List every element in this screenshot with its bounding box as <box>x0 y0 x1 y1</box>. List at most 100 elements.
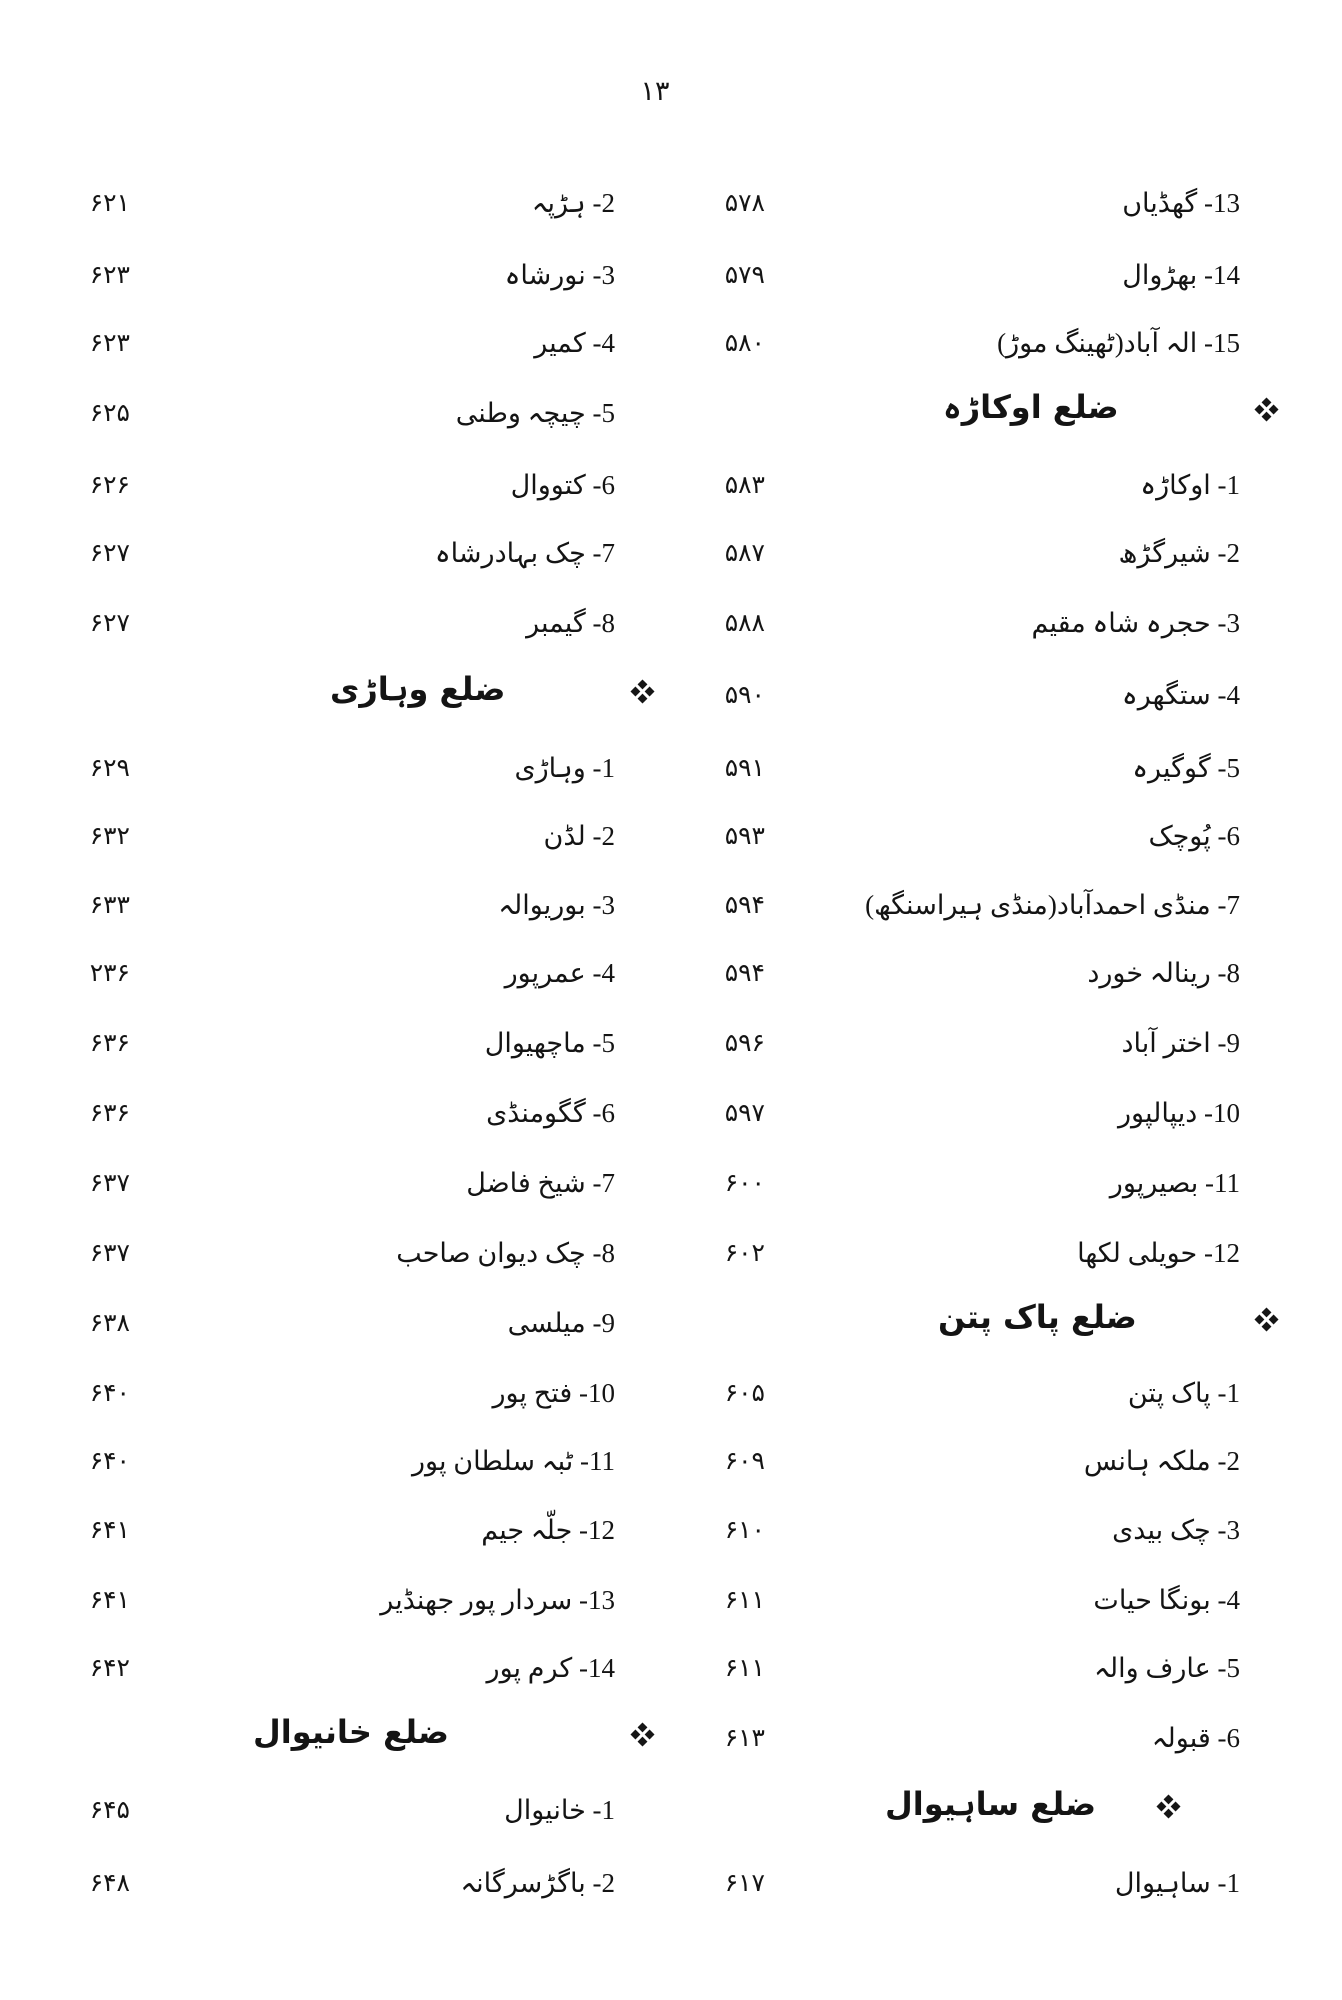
left-page-number: ۶۳۷ <box>89 1168 130 1197</box>
table-row: ۶۲۷ 8- گیمبر ۵۸۸ 3- حجرہ شاہ مقیم <box>0 595 1342 659</box>
left-entry: 6- کتووال <box>510 470 615 500</box>
table-row: ۲۳۶ 4- عمرپور ۵۹۴ 8- رینالہ خورد <box>0 945 1342 1009</box>
left-page-number: ۶۲۳ <box>89 328 130 357</box>
left-page-number: ۲۳۶ <box>89 958 130 987</box>
left-page-number: ۶۴۱ <box>89 1515 130 1544</box>
left-page-number: ۶۳۸ <box>89 1308 130 1337</box>
right-page-number: ۵۷۸ <box>724 188 765 217</box>
left-entry: 3- بوریوالہ <box>498 890 615 920</box>
table-row: ۶۴۱ 13- سردار پور جھنڈیر ۶۱۱ 4- بونگا حی… <box>0 1572 1342 1636</box>
left-entry: 8- گیمبر <box>526 608 615 638</box>
right-entry: 4- ستگھرہ <box>1121 680 1240 710</box>
left-entry: 7- چک بہادرشاہ <box>434 538 615 568</box>
left-entry: 12- جلّہ جیم <box>481 1515 615 1545</box>
right-page-number: ۶۰۰ <box>724 1168 765 1197</box>
left-page-number: ۶۲۳ <box>89 260 130 289</box>
right-page-number: ۵۹۱ <box>724 753 765 782</box>
right-page-number: ۵۸۳ <box>724 470 765 499</box>
right-page-number: ۵۹۰ <box>724 680 765 709</box>
left-entry: 14- کرم پور <box>486 1653 615 1683</box>
right-entry: 13- گھڈیاں <box>1122 188 1240 218</box>
right-entry: 5- عارف والہ <box>1094 1653 1240 1683</box>
right-entry: 6- پُوچک <box>1148 821 1240 851</box>
district-heading-right: ضلع ساہیوال <box>885 1785 1097 1823</box>
right-entry: 8- رینالہ خورد <box>1087 958 1240 988</box>
table-row: ۶۲۶ 6- کتووال ۵۸۳ 1- اوکاڑہ <box>0 457 1342 521</box>
table-row: ۶۴۰ 10- فتح پور ۶۰۵ 1- پاک پتن <box>0 1365 1342 1429</box>
table-row: ۶۴۸ 2- باگڑسرگانہ ۶۱۷ 1- ساہیوال <box>0 1855 1342 1919</box>
left-entry: 4- کمیر <box>534 328 615 358</box>
right-entry: 6- قبولہ <box>1151 1723 1240 1753</box>
table-row: ۶۳۳ 3- بوریوالہ ۵۹۴ 7- منڈی احمدآباد(منڈ… <box>0 877 1342 941</box>
right-entry: 7- منڈی احمدآباد(منڈی ہیراسنگھ) <box>865 890 1240 920</box>
table-row: ۶۲۷ 7- چک بہادرشاہ ۵۸۷ 2- شیرگڑھ <box>0 525 1342 589</box>
table-row: ۶۴۵ 1- خانیوال ضلع ساہیوال <box>0 1782 1342 1846</box>
left-entry: 5- چیچہ وطنی <box>455 398 615 428</box>
right-entry: 1- پاک پتن <box>1127 1378 1240 1408</box>
left-entry: 8- چک دیوان صاحب <box>396 1238 615 1268</box>
left-entry: 3- نورشاہ <box>504 260 615 290</box>
right-page-number: ۵۹۴ <box>724 890 765 919</box>
fleuron-icon <box>1254 1307 1279 1332</box>
left-entry: 9- میلسی <box>507 1308 615 1338</box>
district-heading-right: ضلع اوکاڑہ <box>943 388 1119 426</box>
district-heading-left: ضلع خانیوال <box>253 1713 449 1751</box>
left-page-number: ۶۲۷ <box>89 608 130 637</box>
table-row: ۶۲۳ 4- کمیر ۵۸۰ 15- الہ آباد(ٹھینگ موڑ) <box>0 315 1342 379</box>
left-page-number: ۶۴۵ <box>89 1795 130 1824</box>
right-page-number: ۵۸۸ <box>724 608 765 637</box>
right-page-number: ۶۱۰ <box>724 1515 765 1544</box>
table-row: ۶۳۷ 7- شیخ فاضل ۶۰۰ 11- بصیرپور <box>0 1155 1342 1219</box>
page-number-header: ۱۳ <box>640 76 670 107</box>
right-entry: 10- دیپالپور <box>1117 1098 1240 1128</box>
right-page-number: ۵۸۷ <box>724 538 765 567</box>
left-page-number: ۶۲۷ <box>89 538 130 567</box>
right-page-number: ۶۰۹ <box>724 1446 765 1475</box>
table-row: ۶۴۲ 14- کرم پور ۶۱۱ 5- عارف والہ <box>0 1640 1342 1704</box>
left-page-number: ۶۲۶ <box>89 470 130 499</box>
table-row: ۶۳۸ 9- میلسی ضلع پاک پتن <box>0 1295 1342 1359</box>
right-entry: 14- بھڑوال <box>1122 260 1240 290</box>
right-entry: 1- ساہیوال <box>1114 1868 1240 1898</box>
table-row: ۶۲۹ 1- وہاڑی ۵۹۱ 5- گوگیرہ <box>0 740 1342 804</box>
right-page-number: ۵۷۹ <box>724 260 765 289</box>
left-page-number: ۶۳۷ <box>89 1238 130 1267</box>
right-page-number: ۶۱۱ <box>724 1585 765 1614</box>
table-row: ۶۳۷ 8- چک دیوان صاحب ۶۰۲ 12- حویلی لکھا <box>0 1225 1342 1289</box>
table-row: ۶۲۳ 3- نورشاہ ۵۷۹ 14- بھڑوال <box>0 247 1342 311</box>
table-row: ۶۴۰ 11- ٹبہ سلطان پور ۶۰۹ 2- ملکہ ہانس <box>0 1433 1342 1497</box>
left-entry: 6- گگومنڈی <box>486 1098 615 1128</box>
right-page-number: ۵۸۰ <box>724 328 765 357</box>
left-page-number: ۶۲۱ <box>89 188 130 217</box>
table-row: ۶۳۶ 6- گگومنڈی ۵۹۷ 10- دیپالپور <box>0 1085 1342 1149</box>
left-page-number: ۶۳۳ <box>89 890 130 919</box>
right-entry: 3- حجرہ شاہ مقیم <box>1031 608 1241 638</box>
right-entry: 12- حویلی لکھا <box>1077 1238 1240 1268</box>
left-page-number: ۶۴۰ <box>89 1446 130 1475</box>
right-entry: 4- بونگا حیات <box>1093 1585 1240 1615</box>
right-page-number: ۶۱۷ <box>724 1868 765 1897</box>
left-entry: 2- باگڑسرگانہ <box>460 1868 615 1898</box>
left-entry: 1- خانیوال <box>504 1795 615 1825</box>
right-page-number: ۶۱۳ <box>724 1723 765 1752</box>
left-entry: 4- عمرپور <box>504 958 615 988</box>
right-entry: 2- شیرگڑھ <box>1118 538 1240 568</box>
district-heading-right: ضلع پاک پتن <box>938 1298 1137 1336</box>
right-entry: 11- بصیرپور <box>1109 1168 1240 1198</box>
left-page-number: ۶۴۱ <box>89 1585 130 1614</box>
left-page-number: ۶۳۲ <box>89 821 130 850</box>
right-entry: 2- ملکہ ہانس <box>1083 1446 1240 1476</box>
left-page-number: ۶۳۶ <box>89 1028 130 1057</box>
right-page-number: ۵۹۳ <box>724 821 765 850</box>
table-row: ۶۲۱ 2- ہڑپہ ۵۷۸ 13- گھڈیاں <box>0 175 1342 239</box>
right-entry: 1- اوکاڑہ <box>1140 470 1240 500</box>
left-page-number: ۶۳۶ <box>89 1098 130 1127</box>
table-row: ضلع خانیوال ۶۱۳ 6- قبولہ <box>0 1710 1342 1774</box>
right-page-number: ۵۹۶ <box>724 1028 765 1057</box>
right-page-number: ۶۰۲ <box>724 1238 765 1267</box>
right-entry: 5- گوگیرہ <box>1132 753 1240 783</box>
left-page-number: ۶۴۲ <box>89 1653 130 1682</box>
left-entry: 2- لڈن <box>543 821 615 851</box>
right-entry: 9- اختر آباد <box>1121 1028 1241 1058</box>
